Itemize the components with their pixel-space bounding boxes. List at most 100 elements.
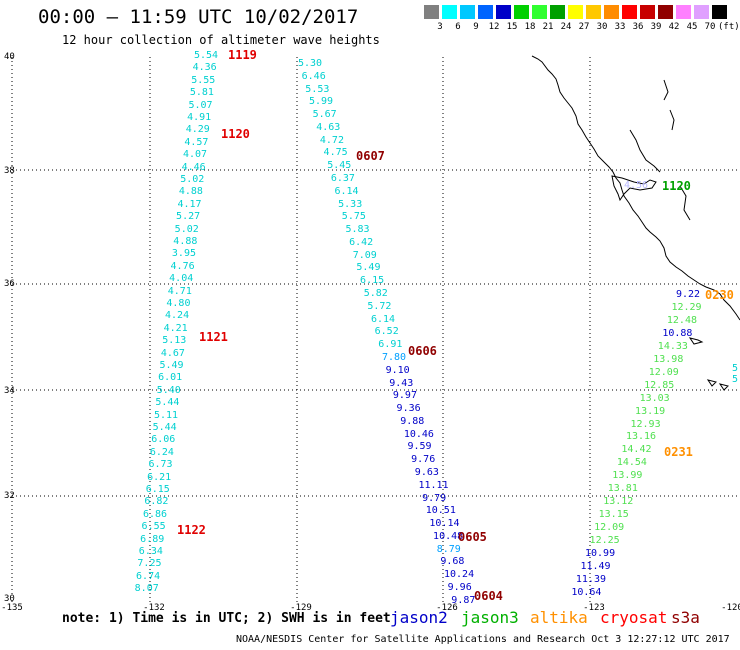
track3-swh-value: 10.99 <box>585 548 616 559</box>
color-swatch <box>604 5 619 19</box>
track1-swh-value: 4.80 <box>166 298 191 309</box>
track1-swh-value: 4.07 <box>182 149 208 161</box>
track1-swh-value: 4.36 <box>192 62 217 74</box>
track1-swh-value: 6.21 <box>147 471 172 483</box>
credit-line: NOAA/NESDIS Center for Satellite Applica… <box>236 634 730 645</box>
track3-swh-value: 12.09 <box>648 366 679 378</box>
track1-swh-value: 5.54 <box>194 50 219 61</box>
track2-swh-value: 9.88 <box>400 415 425 427</box>
lat-lon-grid <box>11 57 740 603</box>
track2-swh-value: 5.82 <box>363 288 388 300</box>
track1-swh-value: 4.17 <box>177 198 202 210</box>
track3-swh-value: 12.09 <box>594 522 625 534</box>
track2-swh-value: 9.10 <box>385 364 410 376</box>
mission-legend-jason3: jason3 <box>461 608 519 627</box>
color-swatch <box>460 5 475 19</box>
longitude-label: -120 <box>721 603 740 613</box>
track2-swh-value: 10.24 <box>444 569 475 581</box>
longitude-label: -129 <box>290 603 312 613</box>
track3-swh-value: 13.19 <box>635 405 666 417</box>
color-scale-tick-label: 33 <box>614 22 626 32</box>
track1-swh-value: 6.55 <box>141 521 166 533</box>
track1-swh-value: 4.29 <box>185 124 210 136</box>
track1-swh-value: 6.86 <box>142 508 168 520</box>
track2-swh-value: 9.76 <box>411 454 436 466</box>
track1-swh-value: 6.24 <box>149 446 174 458</box>
track2-swh-value: 5.83 <box>345 224 370 236</box>
color-swatch <box>712 5 727 19</box>
inland-waterway <box>629 79 691 221</box>
coastal-time-label: 1120 <box>662 179 691 193</box>
track1-swh-value: 4.88 <box>173 236 198 247</box>
color-scale-tick-label: 15 <box>506 22 518 32</box>
color-swatch <box>586 5 601 19</box>
longitude-label: -135 <box>1 603 23 613</box>
color-scale-tick-label: 45 <box>686 22 698 32</box>
north-american-coastline <box>531 55 740 321</box>
track1-swh-value: 5.13 <box>162 335 187 347</box>
track2-swh-value: 10.48 <box>433 530 464 542</box>
track2-time-label: 0605 <box>458 530 487 544</box>
edge-swh-value: 5 <box>732 363 739 374</box>
track2-swh-value: 10.51 <box>425 505 456 517</box>
track1-swh-value: 6.82 <box>144 496 169 508</box>
track1-time-label: 1121 <box>199 330 228 344</box>
track3-time-label: 0230 <box>705 288 734 302</box>
color-scale-tick-label: 24 <box>560 22 572 32</box>
track1-swh-value: 3.95 <box>171 248 196 260</box>
track2-swh-value: 9.87 <box>451 594 476 606</box>
color-swatch <box>568 5 583 19</box>
longitude-label: -126 <box>436 603 458 613</box>
color-scale-tick-label: 30 <box>596 22 608 32</box>
track2-swh-value: 9.68 <box>440 556 465 568</box>
track1-swh-value: 5.81 <box>189 87 214 99</box>
bay-inlet <box>611 175 657 202</box>
units-note: note: 1) Time is in UTC; 2) SWH is in fe… <box>62 611 391 626</box>
color-scale-tick-label: 9 <box>473 22 479 32</box>
track3-swh-value: 10.88 <box>662 327 693 339</box>
track1-swh-value: 4.76 <box>170 260 195 272</box>
track2-swh-value: 4.75 <box>323 147 348 159</box>
color-swatch <box>478 5 493 19</box>
edge-swh-value-2: 5 <box>732 374 739 385</box>
color-scale-tick-label: (ft) <box>718 22 740 32</box>
color-scale-tick-label: 3 <box>437 22 443 32</box>
latitude-label: 38 <box>4 166 15 176</box>
track1-swh-value: 4.67 <box>160 347 185 359</box>
track2-time-label: 0606 <box>408 344 437 358</box>
track3-swh-value: 13.99 <box>612 470 643 482</box>
track2-swh-value: 5.67 <box>312 109 337 121</box>
color-scale-tick-label: 42 <box>668 22 680 32</box>
track2-swh-value: 5.99 <box>308 96 334 108</box>
color-scale-tick-label: 21 <box>542 22 554 32</box>
track3-swh-value: 12.29 <box>671 301 702 313</box>
track1-swh-value: 5.02 <box>180 174 205 185</box>
track2-swh-value: 5.49 <box>356 262 381 274</box>
track2-swh-value: 10.14 <box>429 518 460 530</box>
track1-swh-value: 4.21 <box>163 322 188 334</box>
track1-swh-value: 5.27 <box>176 211 201 223</box>
track2-swh-value: 5.45 <box>327 160 352 172</box>
track1-swh-value: 6.15 <box>145 484 170 495</box>
track1-swh-value: 6.06 <box>151 434 176 446</box>
color-swatch <box>496 5 511 19</box>
map-subtitle: 12 hour collection of altimeter wave hei… <box>62 33 380 47</box>
mission-legend-s3a: s3a <box>671 608 700 627</box>
track2-swh-value: 5.33 <box>338 198 363 210</box>
track3-swh-value: 12.25 <box>589 535 620 547</box>
longitude-label: -123 <box>583 603 605 613</box>
track2-swh-value: 9.96 <box>447 581 472 593</box>
latitude-label: 34 <box>4 386 15 396</box>
latitude-label: 40 <box>4 52 15 62</box>
track2-swh-value: 6.42 <box>349 236 374 248</box>
track2-swh-value: 9.36 <box>396 403 421 415</box>
track2-swh-value: 6.46 <box>301 70 326 82</box>
track2-swh-value: 6.52 <box>374 326 399 338</box>
track1-swh-value: 5.49 <box>159 360 184 371</box>
track3-swh-value: 13.15 <box>598 509 629 521</box>
track3-swh-value: 13.81 <box>607 483 638 495</box>
track1-swh-value: 6.89 <box>140 533 165 545</box>
track1-swh-value: 6.01 <box>158 372 183 384</box>
track2-time-label: 0607 <box>356 149 385 163</box>
track3-swh-value: 14.54 <box>616 457 647 469</box>
